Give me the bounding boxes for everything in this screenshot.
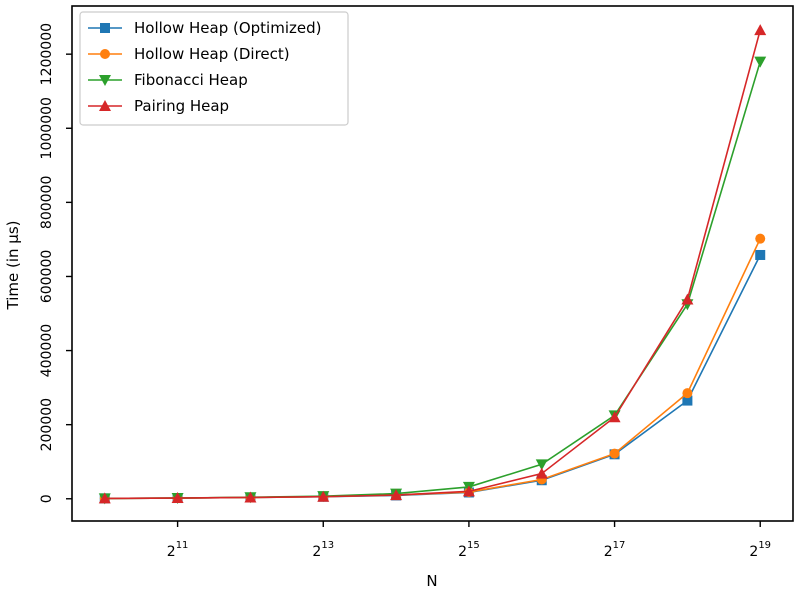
y-tick-label: 1000000 xyxy=(39,97,55,159)
y-tick-label: 400000 xyxy=(39,324,55,377)
series-line xyxy=(104,29,761,500)
legend-label: Pairing Heap xyxy=(134,97,229,115)
legend-label: Hollow Heap (Direct) xyxy=(134,45,290,63)
data-point xyxy=(171,492,184,504)
y-tick-label: 800000 xyxy=(39,176,55,229)
data-point xyxy=(681,293,694,305)
data-point xyxy=(609,448,620,459)
data-point xyxy=(535,467,548,479)
x-tick-label: 211 xyxy=(167,540,189,560)
series-layer xyxy=(98,24,767,505)
y-tick-label: 200000 xyxy=(39,398,55,451)
data-point xyxy=(755,249,766,260)
legend-marker xyxy=(100,23,110,33)
legend-marker xyxy=(99,100,111,111)
data-point xyxy=(754,24,767,36)
y-tick-label: 600000 xyxy=(39,250,55,303)
legend-box xyxy=(79,11,349,126)
data-point xyxy=(244,491,257,503)
plot-frame xyxy=(71,5,794,522)
data-point xyxy=(754,56,767,68)
legend-item: Fibonacci Heap xyxy=(88,71,248,89)
data-point xyxy=(535,459,548,471)
legend-marker xyxy=(99,75,111,86)
data-point xyxy=(682,395,693,406)
y-axis-ticks: 0 200000 400000 600000 800000 1000000 1200000 xyxy=(39,23,72,503)
legend-item: Pairing Heap xyxy=(88,97,229,115)
data-point xyxy=(317,490,330,502)
x-tick-label: 217 xyxy=(604,540,626,560)
y-tick-label: 1200000 xyxy=(39,23,55,85)
data-point xyxy=(98,492,111,504)
x-axis-ticks: 211 213 215 217 219 xyxy=(167,521,771,560)
y-axis-title: Time (in µs) xyxy=(4,221,22,311)
legend-label: Fibonacci Heap xyxy=(134,71,248,89)
data-point xyxy=(390,489,403,501)
legend-label: Hollow Heap (Optimized) xyxy=(134,19,321,37)
legend-marker xyxy=(100,49,110,59)
y-tick-label: 0 xyxy=(39,494,55,503)
series-4 xyxy=(98,24,767,504)
x-axis-title: N xyxy=(426,572,437,590)
x-tick-label: 213 xyxy=(312,540,334,560)
legend-item: Hollow Heap (Direct) xyxy=(88,45,290,63)
data-point xyxy=(755,233,766,244)
legend: Hollow Heap (Optimized) Hollow Heap (Dire… xyxy=(79,11,349,126)
data-point xyxy=(682,388,693,399)
data-point xyxy=(608,411,621,423)
legend-item: Hollow Heap (Optimized) xyxy=(88,19,321,37)
x-tick-label: 215 xyxy=(458,540,480,560)
data-point xyxy=(462,485,475,497)
x-tick-label: 219 xyxy=(749,540,771,560)
